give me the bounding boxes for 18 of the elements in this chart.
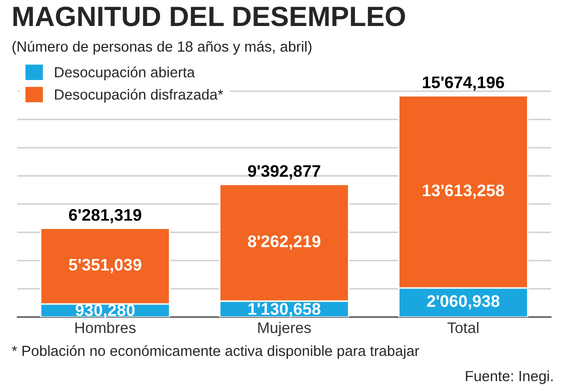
data-label: 930,280 <box>76 304 135 318</box>
source-note: Fuente: Inegi. <box>466 370 553 384</box>
total-label: 15'674,196 <box>422 76 504 91</box>
x-tick-label: Hombres <box>75 322 136 334</box>
chart-title: MAGNITUD DEL DESEMPLEO <box>13 6 406 26</box>
x-tick-label: Mujeres <box>258 322 311 336</box>
total-label: 9'392,877 <box>248 165 320 180</box>
data-label: 1'130,658 <box>248 303 320 318</box>
data-label: 2'060,938 <box>427 295 500 310</box>
x-tick-label: Total <box>447 322 478 334</box>
data-label: 5'351,039 <box>68 258 142 274</box>
legend-label: Desocupación disfrazada* <box>55 88 224 103</box>
total-label: 6'281,319 <box>69 209 142 224</box>
text: * Población no económicamente activa disponible para trabajar <box>12 345 420 359</box>
data-label: 13'613,258 <box>422 184 504 199</box>
chart-subtitle: (Número de personas de 18 años y más, abril) <box>12 40 312 55</box>
data-label: 8'262,219 <box>248 235 320 250</box>
legend-label: Desocupación abierta <box>55 66 195 80</box>
